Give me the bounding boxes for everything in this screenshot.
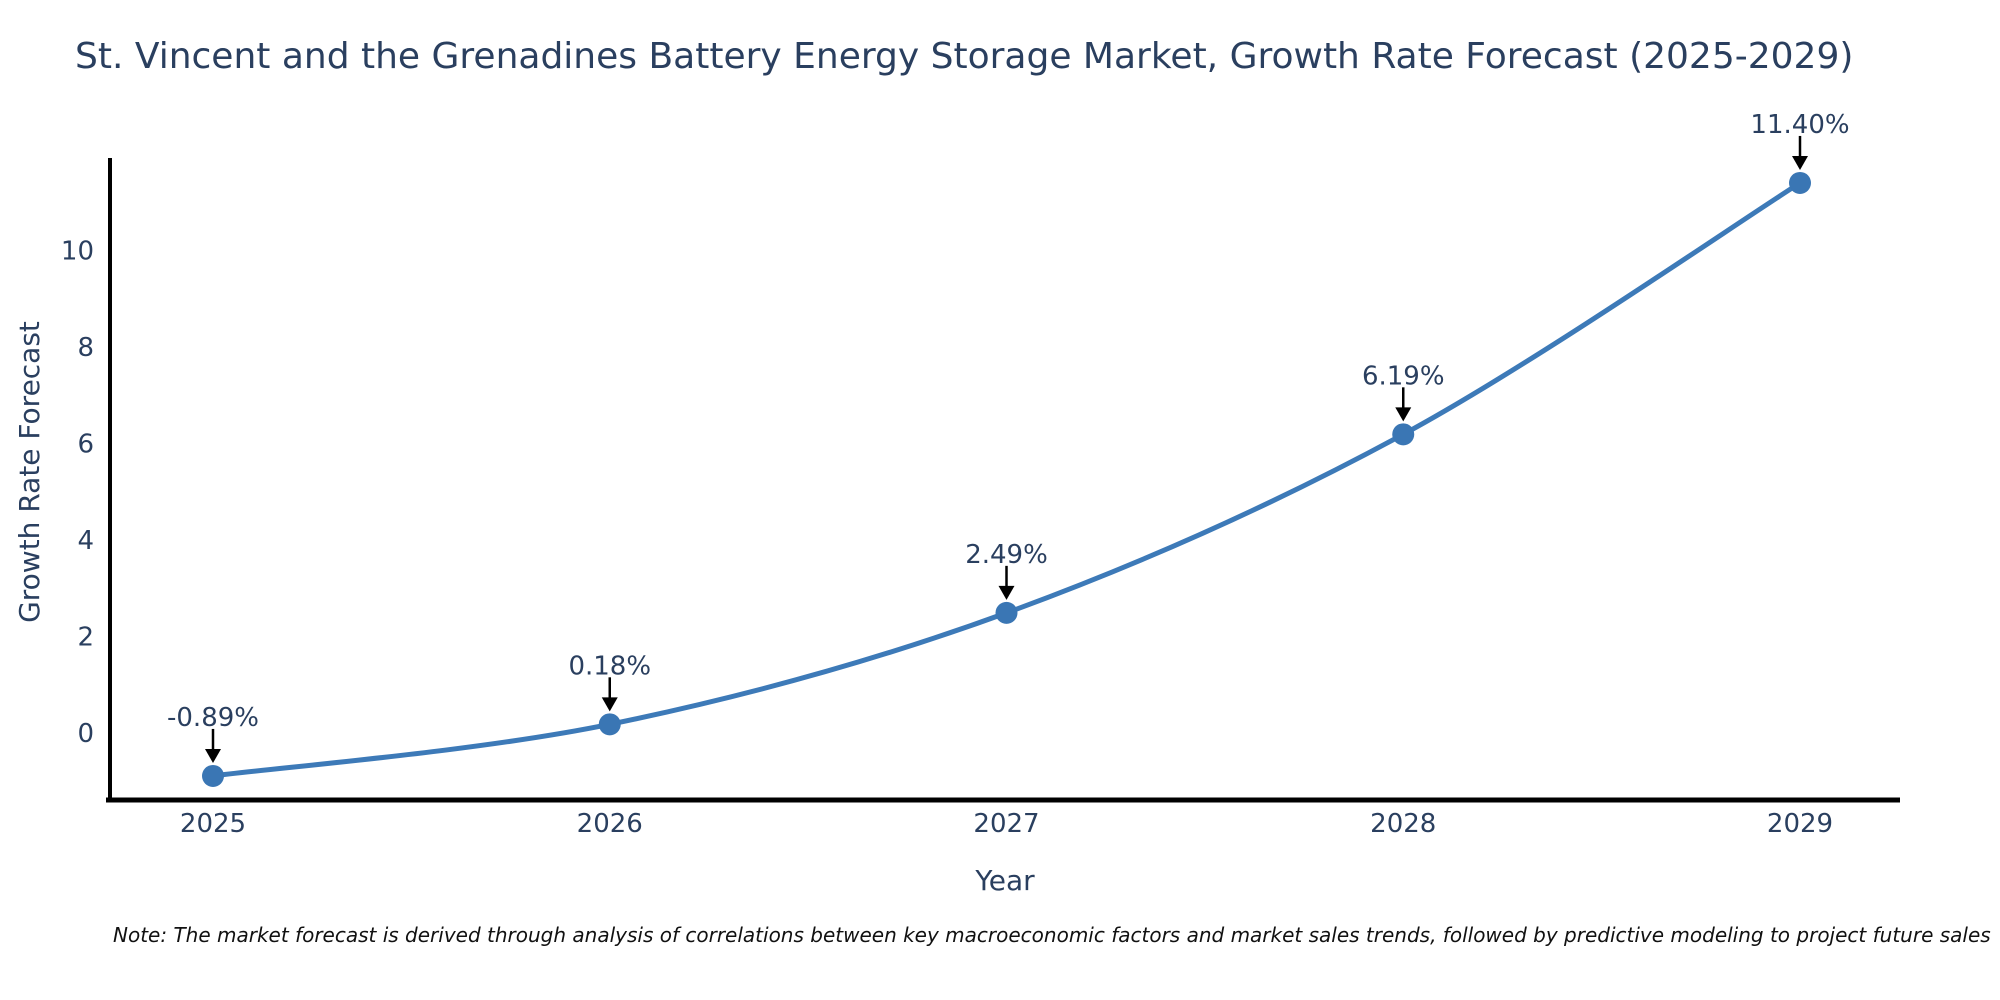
annotation-arrow-head [1792,155,1808,170]
data-point-marker [1789,171,1811,194]
annotation-label: 11.40% [1750,110,1849,140]
annotation-arrow-head [998,585,1015,600]
x-tick-label: 2028 [1370,809,1436,839]
data-point-marker [598,713,621,736]
y-tick-label: 10 [61,237,94,267]
y-tick-label: 4 [77,526,94,556]
x-tick-label: 2029 [1767,809,1833,839]
data-point-marker [995,601,1018,624]
annotation-arrow-head [1395,407,1412,422]
chart-footnote: Note: The market forecast is derived thr… [113,923,1991,947]
data-point-marker [1392,423,1415,446]
chart-title: St. Vincent and the Grenadines Battery E… [75,36,1854,77]
x-axis-title: Year [975,864,1035,897]
annotation-arrow-head [205,748,221,763]
y-axis-title: Growth Rate Forecast [13,321,46,623]
y-tick-label: 8 [77,333,94,363]
y-tick-label: 2 [77,623,94,653]
y-tick-label: 0 [77,719,94,749]
annotation-label: 0.18% [568,651,651,681]
annotation-label: 6.19% [1362,361,1445,391]
x-tick-label: 2026 [577,809,643,839]
trend-line [210,180,1803,779]
data-point-marker [202,764,224,787]
y-tick-label: 6 [77,430,94,460]
annotation-label: -0.89% [167,703,259,733]
annotation-arrow-head [601,697,618,712]
annotation-label: 2.49% [965,540,1048,570]
x-tick-label: 2027 [973,809,1039,839]
x-tick-label: 2025 [180,809,246,839]
